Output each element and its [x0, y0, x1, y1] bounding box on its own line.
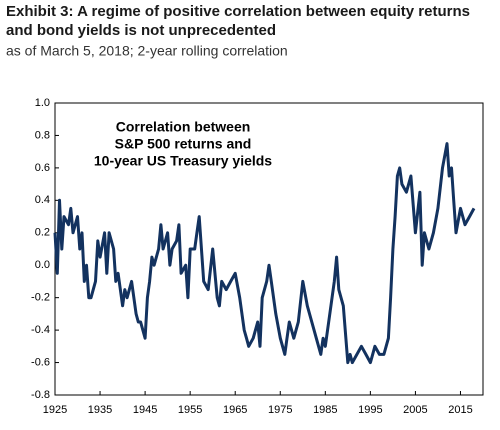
- y-tick-label: -0.4: [31, 324, 50, 336]
- annotation: S&P 500 returns and: [115, 136, 252, 152]
- x-tick-label: 1955: [178, 404, 202, 416]
- chart-subtitle: as of March 5, 2018; 2-year rolling corr…: [6, 43, 288, 59]
- x-tick-label: 1935: [88, 404, 112, 416]
- y-tick-label: -0.8: [31, 389, 50, 401]
- y-tick-label: -0.2: [31, 292, 50, 304]
- y-tick-label: 0.2: [35, 227, 50, 239]
- x-tick-label: 1945: [133, 404, 157, 416]
- x-tick-label: 1965: [223, 404, 247, 416]
- annotation: Correlation between: [116, 119, 251, 135]
- y-tick-label: 0.4: [35, 194, 50, 206]
- y-tick-label: -0.6: [31, 356, 50, 368]
- x-tick-label: 1995: [358, 404, 382, 416]
- x-tick-label: 2005: [403, 404, 427, 416]
- x-tick-label: 1985: [313, 404, 337, 416]
- x-tick-label: 2015: [448, 404, 472, 416]
- chart-title: Exhibit 3: A regime of positive correlat…: [6, 3, 470, 20]
- y-tick-label: 0.6: [35, 162, 50, 174]
- x-tick-label: 1975: [268, 404, 292, 416]
- x-tick-label: 1925: [43, 404, 67, 416]
- y-tick-label: 1.0: [35, 97, 50, 109]
- annotation: 10-year US Treasury yields: [94, 153, 272, 169]
- chart-title: and bond yields is not unprecedented: [6, 22, 276, 39]
- y-tick-label: 0.0: [35, 259, 50, 271]
- y-tick-label: 0.8: [35, 129, 50, 141]
- line-series: [53, 142, 476, 365]
